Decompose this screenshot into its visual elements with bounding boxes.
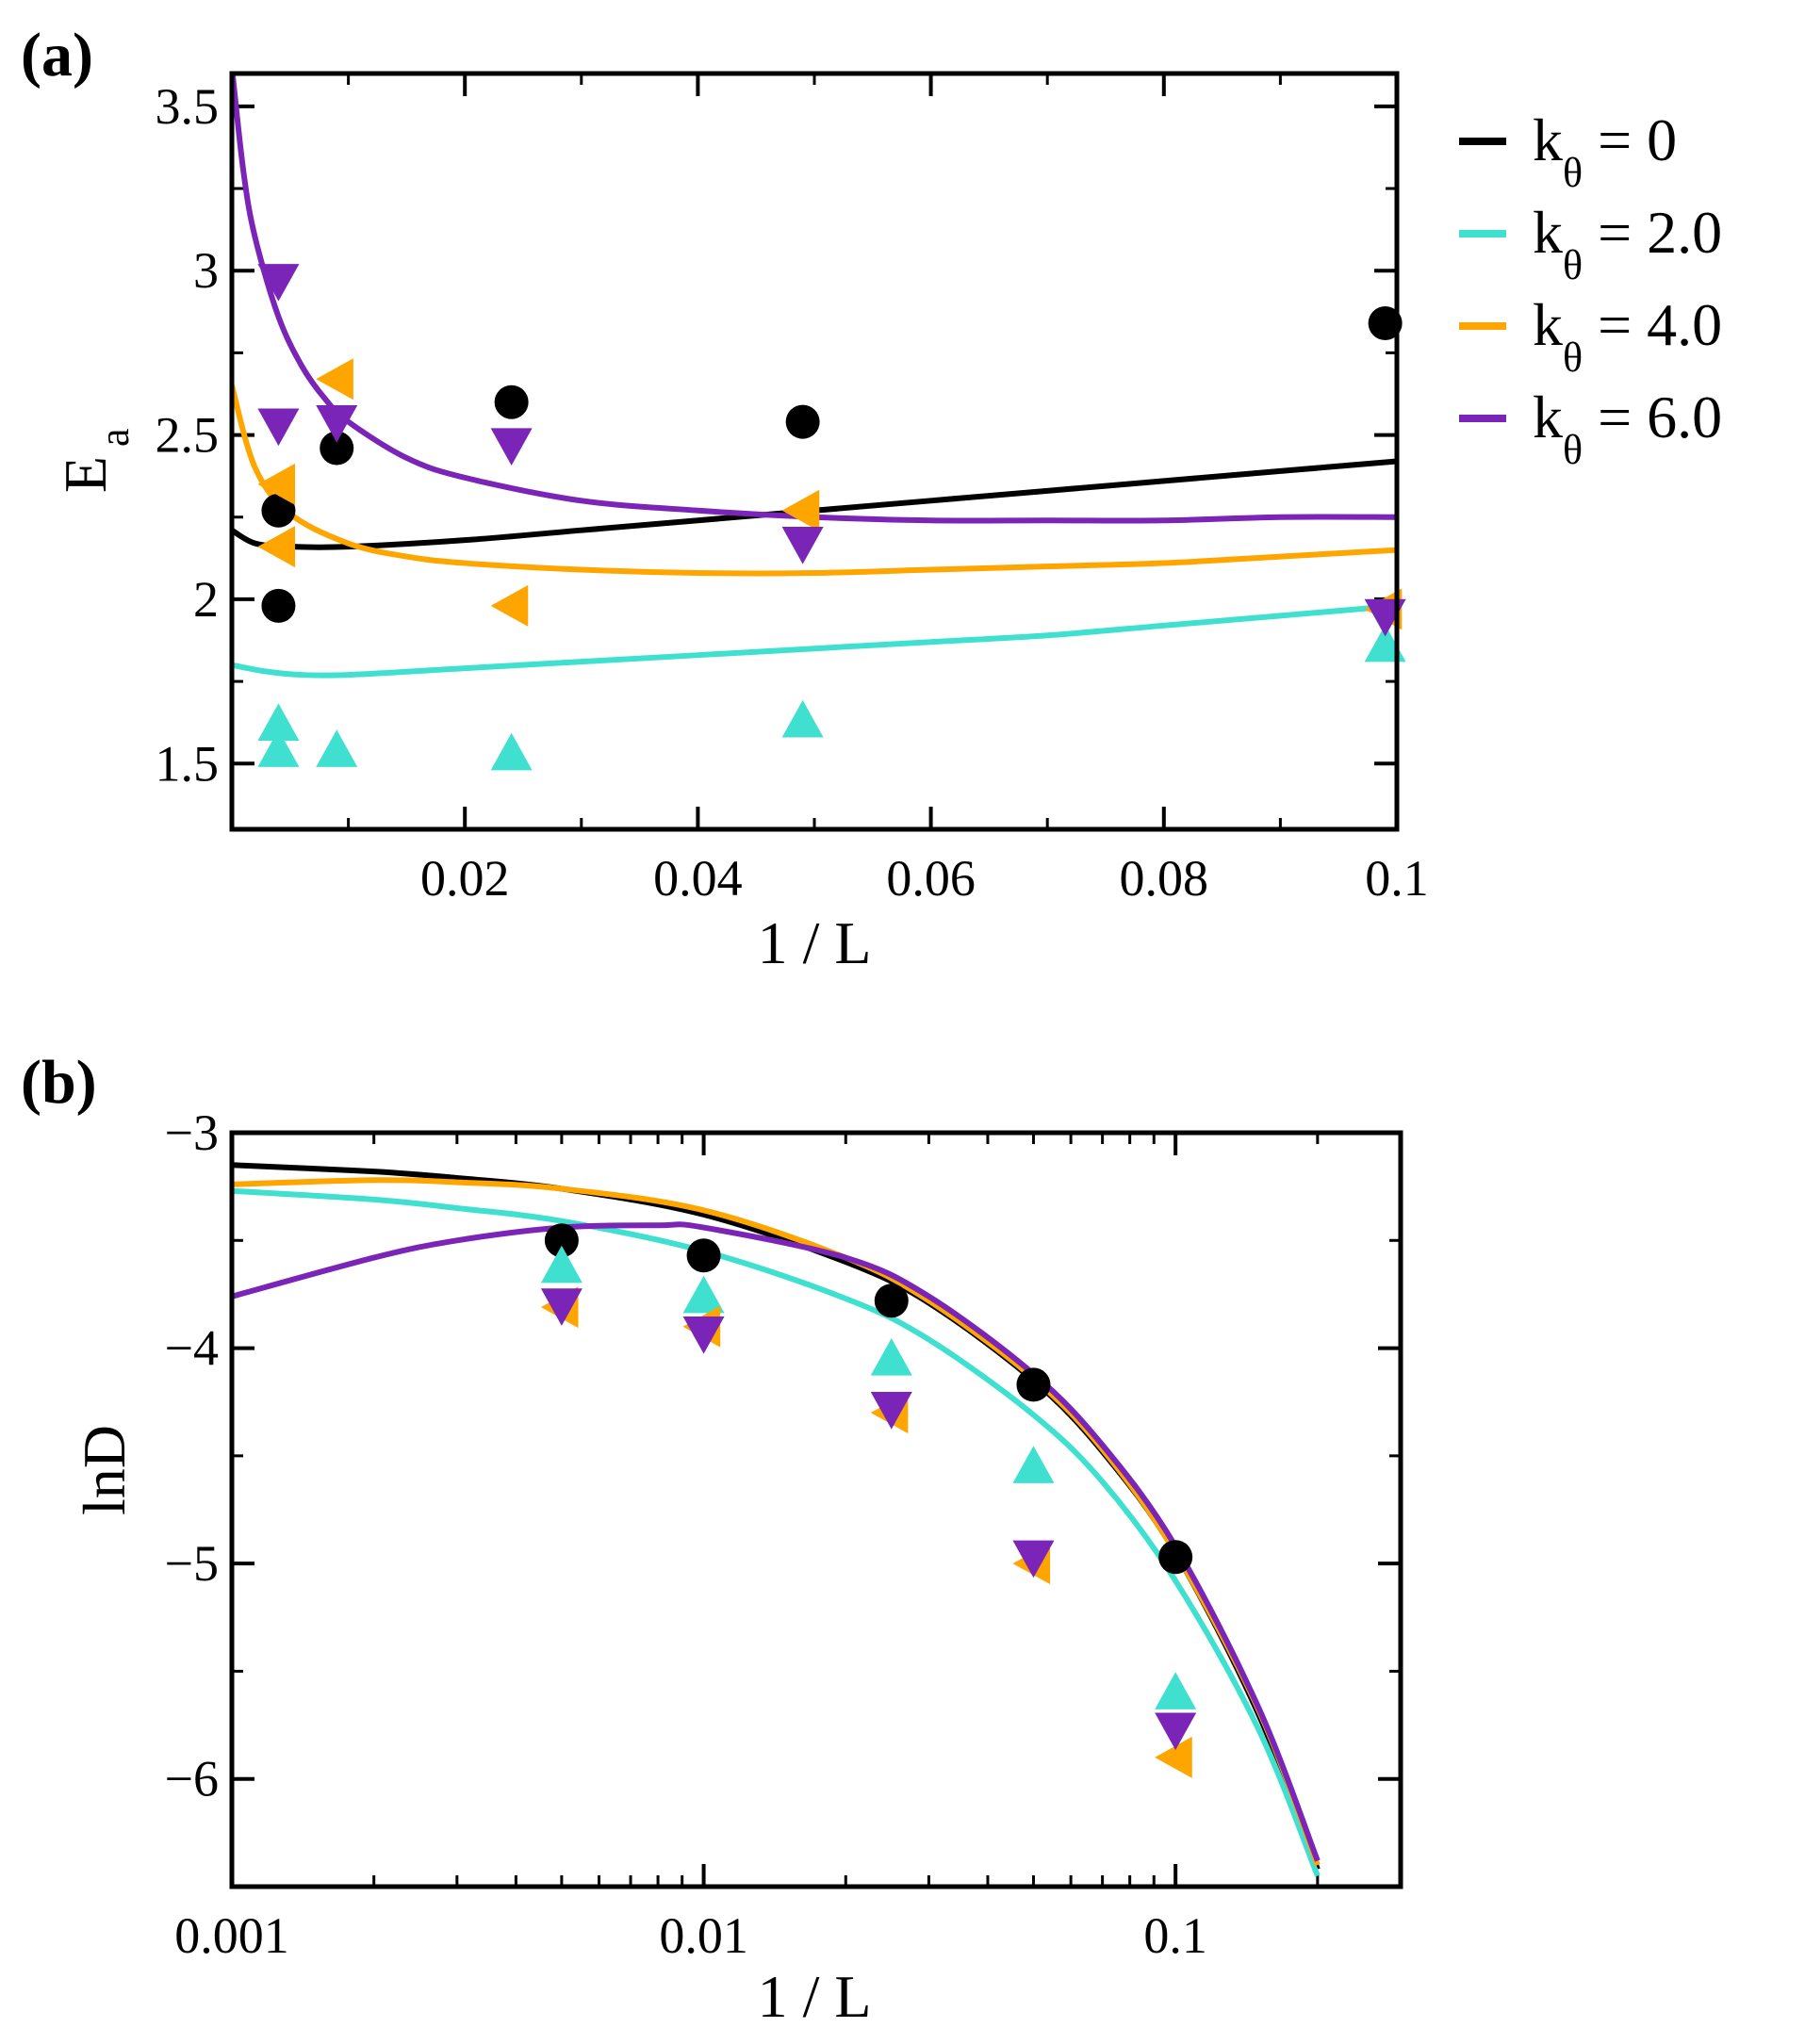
y-tick-label: −3 xyxy=(165,1104,219,1161)
data-point-k6 xyxy=(781,527,824,564)
data-point-k0 xyxy=(874,1284,909,1318)
data-point-k4 xyxy=(316,358,353,401)
data-point-k4 xyxy=(781,489,820,531)
data-point-k0 xyxy=(686,1238,721,1273)
fit-curve-k4 xyxy=(232,384,1397,577)
x-tick-label: 0.04 xyxy=(653,850,743,907)
panel-a-ylabel-sub: a xyxy=(91,428,138,447)
legend-entry-k0: kθ = 0 xyxy=(1533,106,1677,196)
data-point-k4 xyxy=(1155,1736,1192,1778)
y-tick-label: −5 xyxy=(165,1535,219,1592)
data-point-k2 xyxy=(1012,1446,1055,1483)
y-tick-label: 3.5 xyxy=(156,78,220,135)
data-point-k6 xyxy=(1155,1712,1197,1751)
data-point-k4 xyxy=(257,526,296,568)
x-tick-label: 0.001 xyxy=(174,1907,289,1964)
data-point-k6 xyxy=(490,428,533,466)
x-tick-label: 0.1 xyxy=(1143,1907,1207,1964)
panel-a-label: (a) xyxy=(21,21,93,90)
panel-a-frame xyxy=(229,71,1400,832)
fit-curve-k2 xyxy=(232,602,1397,679)
panel-b-ylabel: lnD xyxy=(71,1425,138,1515)
fit-curve-k6 xyxy=(232,1221,1321,1862)
data-point-k4 xyxy=(257,463,296,505)
legend: kθ = 0kθ = 2.0kθ = 4.0kθ = 6.0 xyxy=(1459,106,1722,473)
data-point-k6 xyxy=(682,1316,725,1354)
fit-curve-k2 xyxy=(232,1187,1321,1877)
x-tick-label: 0.08 xyxy=(1120,850,1209,907)
panel-a-ytick-labels: 1.5 2 2.5 3 3.5 xyxy=(156,78,220,792)
data-point-k6 xyxy=(316,405,358,443)
data-point-k0 xyxy=(320,431,354,466)
data-point-k2 xyxy=(257,729,300,767)
panel-b-curves xyxy=(232,1162,1321,1877)
data-point-k6 xyxy=(257,408,300,447)
fit-curve-k6 xyxy=(232,74,1397,524)
data-point-k0 xyxy=(785,404,820,439)
panel-b-xtick-labels: 0.001 0.01 0.1 xyxy=(174,1907,1207,1964)
x-tick-label: 0.06 xyxy=(886,850,976,907)
data-point-k2 xyxy=(781,699,824,738)
data-point-k4 xyxy=(490,584,529,627)
y-tick-label: −6 xyxy=(165,1751,219,1807)
legend-entry-k6: kθ = 6.0 xyxy=(1533,384,1722,473)
panel-a: (a) 0.02 0.04 0.06 0.08 0.1 1.5 2 2.5 3 3.5 1 / … xyxy=(21,21,1722,976)
x-tick-label: 0.01 xyxy=(659,1907,748,1964)
data-point-k0 xyxy=(1016,1367,1051,1402)
panel-b-points xyxy=(540,1223,1197,1778)
data-point-k6 xyxy=(540,1288,583,1326)
data-point-k2 xyxy=(682,1275,725,1314)
panel-a-points xyxy=(257,264,1406,771)
data-point-k2 xyxy=(1155,1672,1197,1709)
y-tick-label: 2.5 xyxy=(156,407,220,464)
panel-a-xlabel: 1 / L xyxy=(758,909,872,976)
y-tick-label: 3 xyxy=(193,242,219,299)
panel-b: (b) 0.001 0.01 0.1 −3 −4 −5 −6 1 / L lnD xyxy=(21,1048,1403,2030)
legend-entry-k2: kθ = 2.0 xyxy=(1533,199,1722,288)
data-point-k2 xyxy=(316,729,358,767)
y-tick-label: 1.5 xyxy=(156,735,220,792)
data-point-k2 xyxy=(257,703,300,742)
panel-b-frame xyxy=(229,1130,1403,1889)
data-point-k0 xyxy=(1158,1540,1193,1575)
x-tick-label: 0.02 xyxy=(420,850,510,907)
data-point-k0 xyxy=(494,384,529,419)
data-point-k6 xyxy=(257,264,300,302)
data-point-k0 xyxy=(1368,306,1403,341)
data-point-k2 xyxy=(870,1338,912,1376)
panel-b-ytick-labels: −3 −4 −5 −6 xyxy=(165,1104,219,1807)
panel-a-ylabel-main: E xyxy=(52,456,119,493)
panel-a-ylabel: E a xyxy=(52,428,138,493)
panel-a-curves xyxy=(232,74,1397,679)
panel-b-xlabel: 1 / L xyxy=(758,1963,872,2030)
fit-curve-k4 xyxy=(232,1177,1321,1867)
panel-b-label: (b) xyxy=(21,1048,97,1117)
data-point-k0 xyxy=(261,588,296,623)
data-point-k6 xyxy=(1012,1540,1055,1578)
legend-entry-k4: kθ = 4.0 xyxy=(1533,291,1722,381)
data-point-k0 xyxy=(261,493,296,528)
panel-a-ticks xyxy=(232,74,1399,829)
data-point-k2 xyxy=(490,732,533,771)
y-tick-label: −4 xyxy=(165,1320,219,1377)
panel-a-xtick-labels: 0.02 0.04 0.06 0.08 0.1 xyxy=(420,850,1429,907)
data-point-k6 xyxy=(870,1391,912,1430)
data-point-k2 xyxy=(540,1245,583,1284)
x-tick-label: 0.1 xyxy=(1365,850,1429,907)
y-tick-label: 2 xyxy=(193,571,219,628)
data-point-k0 xyxy=(544,1223,579,1258)
